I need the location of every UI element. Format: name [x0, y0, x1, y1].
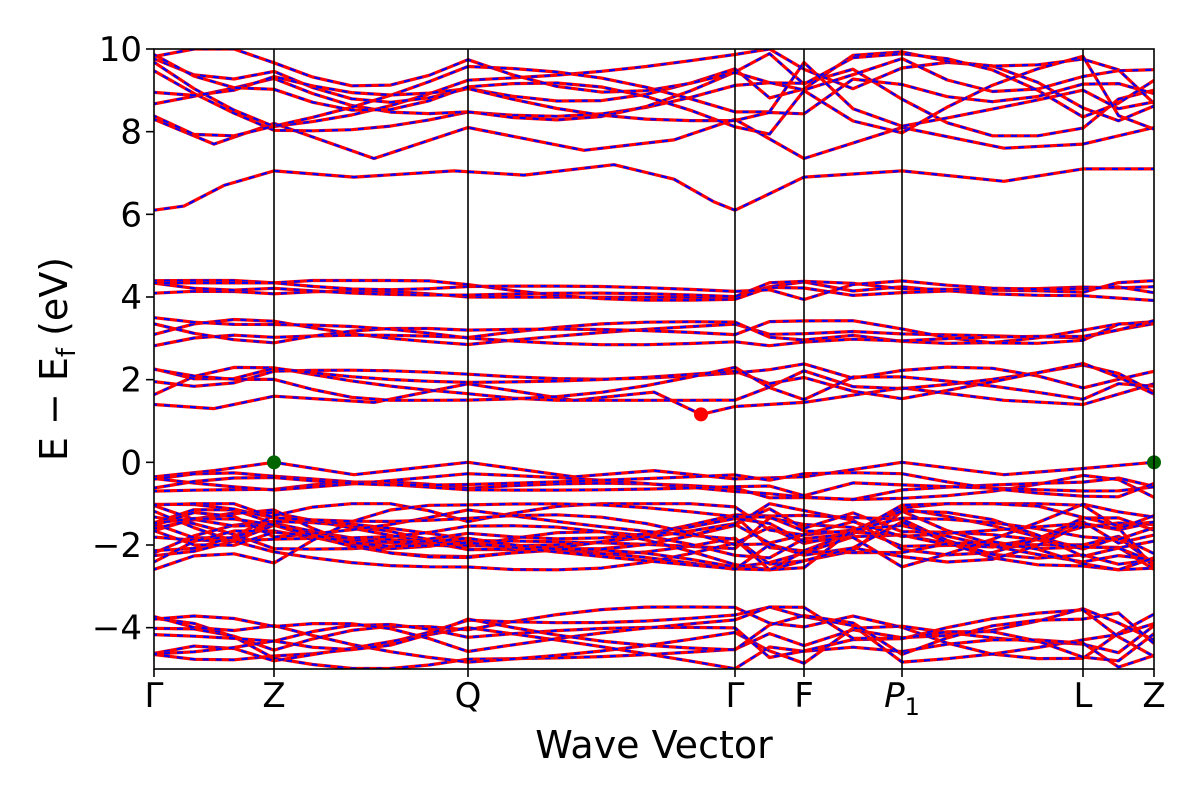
y-tick-label: 8: [120, 113, 142, 153]
conduction-4-band-3-spin-down: [154, 279, 1154, 301]
conduction-band-high-4-spin-down: [154, 49, 1154, 94]
valence-main-band-12-spin-down: [154, 504, 1154, 551]
y-tick-label: 10: [99, 30, 142, 70]
valence-band-top-spin-up: [154, 460, 1154, 481]
valence-band-top-1-spin-down: [154, 472, 1154, 501]
band-lines: [154, 49, 1154, 669]
valence-main-band-13-spin-down: [154, 502, 1154, 571]
band-edge-markers: [267, 407, 1161, 470]
conduction-mid-band-2-spin-down: [154, 319, 1154, 345]
conduction-band-lowest-spin-up: [154, 163, 1154, 212]
conduction-band-high-2-spin-down: [154, 50, 1154, 105]
valence-main-band-10-spin-down: [154, 508, 1154, 569]
x-tick-label: Γ: [726, 676, 745, 716]
y-tick-label: 4: [120, 278, 142, 318]
y-tick-label: −4: [92, 609, 142, 649]
conduction-band-lowest-cbm-spin-down: [154, 382, 1154, 416]
valence-main-band-8-spin-down: [154, 502, 1154, 563]
x-axis-ticks: Γ Z Q Γ F P1 L Z: [145, 669, 1166, 721]
conduction-band-low-2-spin-down: [154, 362, 1154, 400]
conduction-band-high-3-spin-up: [154, 52, 1154, 122]
y-tick-label: −2: [92, 526, 142, 566]
conduction-band-low-3-spin-down: [154, 366, 1154, 402]
x-tick-label: Q: [455, 676, 482, 716]
conduction-band-8-spin-down: [154, 118, 1154, 160]
valence-main-band-9-spin-down: [154, 513, 1154, 566]
valence-deep-band-6-spin-down: [154, 605, 1154, 662]
conduction-mid-band-3-spin-down: [154, 316, 1154, 347]
conduction-band-high-7-spin-down: [154, 53, 1154, 136]
valence-band-top-spin-down: [154, 461, 1154, 481]
x-tick-label: Γ: [145, 676, 164, 716]
valence-band-top-3-spin-down: [154, 471, 1154, 498]
cbm-marker: [694, 407, 708, 422]
y-axis-ticks: −4 −2 0 2 4 6 8 10: [92, 30, 154, 649]
valence-deep-band-4-spin-up: [154, 626, 1154, 669]
high-symmetry-lines: [273, 49, 1084, 669]
valence-main-band-6-spin-down: [154, 502, 1154, 571]
y-tick-label: 6: [120, 195, 142, 235]
x-tick-label: F: [794, 676, 814, 716]
conduction-band-lowest-spin-down: [154, 163, 1154, 212]
x-tick-label: Z: [262, 676, 285, 716]
y-tick-label: 0: [120, 443, 142, 483]
valence-main-band-3-spin-down: [154, 507, 1154, 565]
y-tick-label: 2: [120, 361, 142, 401]
valence-deep-band-7-spin-down: [154, 611, 1154, 656]
valence-main-band-17-spin-down: [154, 514, 1154, 571]
conduction-band-high-3-spin-down: [154, 52, 1154, 122]
plot-frame: [153, 48, 1155, 670]
x-axis-label: Wave Vector: [535, 723, 773, 767]
x-tick-label: Z: [1142, 676, 1165, 716]
vbm-marker: [267, 455, 281, 470]
x-tick-label: P1: [884, 676, 920, 721]
x-tick-label: L: [1074, 676, 1093, 716]
conduction-band-8-spin-up: [154, 117, 1154, 161]
conduction-band-high-5-spin-down: [154, 60, 1154, 137]
conduction-band-low-0-spin-up: [154, 363, 1154, 402]
y-axis-label: E − Ef (eV): [32, 257, 82, 461]
conduction-band-high-6-spin-down: [154, 75, 1154, 122]
valence-deep-band-1-spin-down: [154, 605, 1154, 664]
conduction-band-high-2-spin-up: [154, 50, 1154, 105]
